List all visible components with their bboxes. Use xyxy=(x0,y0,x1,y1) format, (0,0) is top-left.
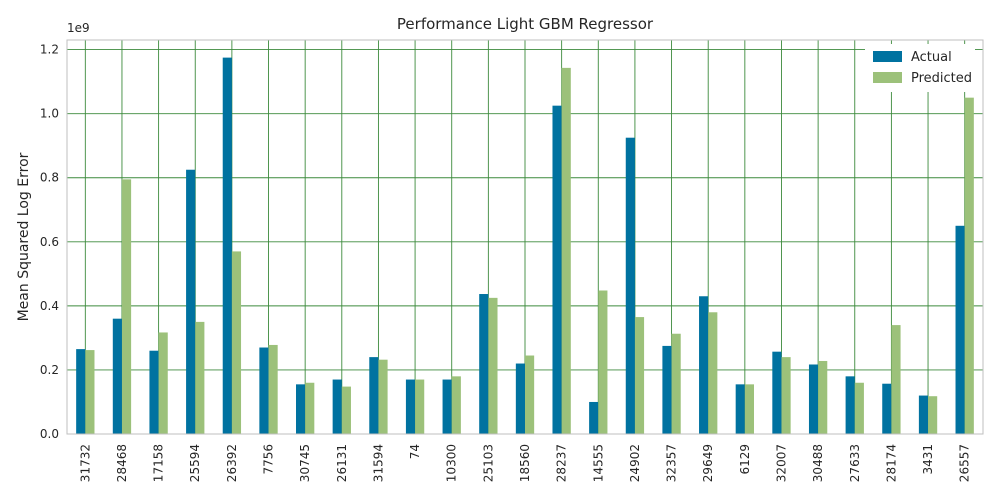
bar-actual-31594 xyxy=(369,357,379,434)
x-tick-label: 18560 xyxy=(518,444,532,482)
bar-predicted-30488 xyxy=(818,360,828,434)
bar-predicted-26557 xyxy=(964,97,974,434)
bar-predicted-24902 xyxy=(634,317,645,434)
bar-actual-31732 xyxy=(76,349,86,434)
x-tick-label: 28468 xyxy=(115,444,129,482)
x-tick-label: 28237 xyxy=(555,444,569,482)
bar-predicted-30745 xyxy=(305,382,315,434)
y-tick-label: 1.0 xyxy=(40,107,59,121)
y-tick-label: 0.2 xyxy=(40,363,59,377)
x-tick-label: 3431 xyxy=(921,444,935,475)
x-tick-label: 26392 xyxy=(225,444,239,482)
bar-predicted-7756 xyxy=(268,344,278,434)
bar-actual-10300 xyxy=(442,379,452,434)
x-tick-label: 24902 xyxy=(628,444,642,482)
y-tick-label: 0.0 xyxy=(40,427,59,441)
x-tick-label: 32357 xyxy=(665,444,679,482)
x-tick-label: 26131 xyxy=(335,444,349,482)
x-tick-label: 32007 xyxy=(774,444,788,482)
bar-actual-7756 xyxy=(259,347,269,434)
bar-actual-26131 xyxy=(332,379,342,434)
x-tick-labels: 31732 28468 17158 25594 26392 7756 30745 26131 3… xyxy=(78,444,971,482)
bar-actual-17158 xyxy=(149,350,159,434)
bar-actual-26557 xyxy=(955,225,965,434)
bar-predicted-31732 xyxy=(85,350,95,434)
y-tick-label: 0.4 xyxy=(40,299,59,313)
x-tick-label: 14555 xyxy=(591,444,605,482)
legend-swatch xyxy=(873,51,902,62)
bar-predicted-6129 xyxy=(744,384,754,434)
x-tick-label: 29649 xyxy=(701,444,715,482)
bar-actual-74 xyxy=(405,379,416,434)
legend-swatch xyxy=(873,72,902,83)
bar-actual-32007 xyxy=(772,351,782,434)
bar-predicted-74 xyxy=(415,379,425,434)
bar-predicted-32007 xyxy=(781,357,791,434)
y-axis-offset-text: 1e9 xyxy=(67,21,90,35)
bar-actual-30745 xyxy=(296,384,306,434)
bar-actual-28468 xyxy=(112,318,122,434)
x-tick-label: 26557 xyxy=(958,444,972,482)
bar-actual-3431 xyxy=(918,395,929,434)
bar-actual-32357 xyxy=(662,345,672,434)
bar-predicted-3431 xyxy=(928,396,938,434)
y-axis-label: Mean Squared Log Error xyxy=(16,152,32,321)
bar-predicted-27633 xyxy=(854,382,864,434)
bar-predicted-25594 xyxy=(195,321,205,434)
x-tick-label: 28174 xyxy=(884,444,898,482)
bar-predicted-31594 xyxy=(378,359,388,434)
bar-actual-28174 xyxy=(882,383,892,434)
x-tick-label: 25594 xyxy=(188,444,202,482)
x-tick-label: 27633 xyxy=(848,444,862,482)
x-tick-label: 31594 xyxy=(371,444,385,482)
legend-label: Actual xyxy=(911,50,952,65)
bar-predicted-28174 xyxy=(891,325,901,434)
legend: Actual Predicted xyxy=(865,44,975,92)
bars xyxy=(76,57,974,435)
bar-actual-26392 xyxy=(222,57,232,434)
x-tick-label: 31732 xyxy=(78,444,92,482)
bar-predicted-28237 xyxy=(561,67,571,435)
bar-predicted-25103 xyxy=(488,297,498,434)
x-tick-label: 10300 xyxy=(445,444,459,482)
bar-actual-25103 xyxy=(479,294,489,434)
bar-predicted-29649 xyxy=(708,312,718,434)
legend-label: Predicted xyxy=(911,71,972,86)
bar-actual-28237 xyxy=(552,105,562,435)
bar-actual-24902 xyxy=(625,137,635,434)
y-tick-label: 1.2 xyxy=(40,43,59,57)
bar-predicted-18560 xyxy=(525,355,535,434)
x-tick-label: 17158 xyxy=(152,444,166,482)
bar-predicted-14555 xyxy=(598,290,608,434)
bar-predicted-26392 xyxy=(231,251,242,434)
chart-title: Performance Light GBM Regressor xyxy=(397,15,654,33)
x-tick-label: 30488 xyxy=(811,444,825,482)
bar-predicted-32357 xyxy=(671,333,681,434)
bar-predicted-17158 xyxy=(158,332,168,434)
x-tick-label: 6129 xyxy=(738,444,752,475)
bar-actual-14555 xyxy=(589,401,599,434)
plot-frame xyxy=(66,39,984,435)
x-tick-label: 7756 xyxy=(262,444,276,475)
x-tick-label: 74 xyxy=(408,444,422,459)
x-tick-label: 30745 xyxy=(298,444,312,482)
bar-actual-30488 xyxy=(808,364,819,434)
bar-actual-18560 xyxy=(515,363,525,434)
y-tick-label: 0.8 xyxy=(40,171,59,185)
y-tick-label: 0.6 xyxy=(40,235,59,249)
bar-predicted-28468 xyxy=(121,179,132,434)
bar-actual-29649 xyxy=(699,296,709,434)
x-tick-label: 25103 xyxy=(481,444,495,482)
bar-actual-27633 xyxy=(845,376,855,434)
bar-actual-6129 xyxy=(735,384,745,434)
y-tick-labels: 0.0 0.2 0.4 0.6 0.8 1.0 1.2 xyxy=(40,43,59,441)
bar-predicted-10300 xyxy=(451,376,461,434)
bar-predicted-26131 xyxy=(341,386,351,434)
bar-actual-25594 xyxy=(186,169,196,435)
